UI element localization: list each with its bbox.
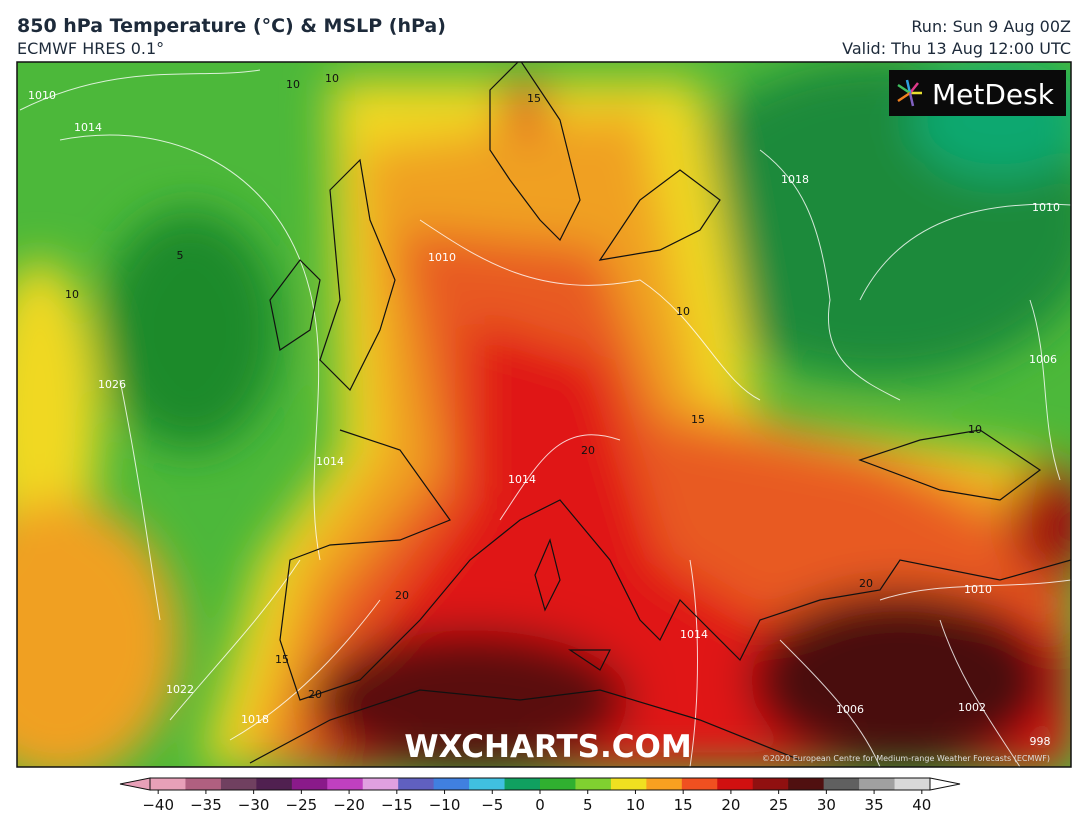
colorbar-swatch [788, 778, 825, 790]
contour-label: 5 [177, 249, 184, 262]
colorbar-tick-label: 10 [626, 796, 645, 814]
colorbar: −40 −35 −30 −25 −20 −15 −10 −5 0 5 10 15 20 25 30 35 40 [119, 777, 961, 814]
colorbar-swatch [540, 778, 576, 790]
colorbar-tick-label: −40 [142, 796, 174, 814]
colorbar-tick-label: 35 [865, 796, 884, 814]
colorbar-low-end [119, 777, 151, 791]
contour-label: 1010 [28, 89, 56, 102]
contour-label: 1014 [74, 121, 102, 134]
contour-label: 1010 [964, 583, 992, 596]
contour-label: 20 [859, 577, 873, 590]
contour-label: 998 [1030, 735, 1051, 748]
colorbar-swatch [717, 778, 754, 790]
contour-label: 20 [308, 688, 322, 701]
colorbar-tick-label: 30 [817, 796, 836, 814]
contour-label: 1018 [781, 173, 809, 186]
contour-label: 1022 [166, 683, 194, 696]
colorbar-swatch [610, 778, 647, 790]
contour-labels: 10 10151010101451010261018101010101015201… [28, 72, 1060, 748]
contour-label: 15 [691, 413, 705, 426]
colorbar-tick-label: 0 [535, 796, 545, 814]
colorbar-swatch [150, 778, 186, 790]
contour-label: 1018 [241, 713, 269, 726]
colorbar-swatch [859, 778, 896, 790]
colorbar-swatch [894, 778, 931, 790]
colorbar-tick-label: −10 [429, 796, 461, 814]
contour-label: 1002 [958, 701, 986, 714]
contour-label: 1014 [316, 455, 344, 468]
contour-label: 10 [968, 423, 982, 436]
colorbar-swatch [327, 778, 364, 790]
colorbar-tick-label: −15 [381, 796, 413, 814]
colorbar-swatch [291, 778, 328, 790]
contour-label: 10 [65, 288, 79, 301]
contour-label: 1010 [428, 251, 456, 264]
map-frame [16, 61, 1072, 768]
colorbar-tick-label: 25 [769, 796, 788, 814]
colorbar-tick-label: −30 [238, 796, 270, 814]
contour-label: 15 [275, 653, 289, 666]
contour-label: 1006 [836, 703, 864, 716]
contour-label: 10 [676, 305, 690, 318]
colorbar-swatch [646, 778, 683, 790]
contour-label: 1006 [1029, 353, 1057, 366]
contour-label: 1014 [680, 628, 708, 641]
colorbar-swatch [433, 778, 470, 790]
temperature-field [17, 62, 1071, 767]
contour-label: 10 [325, 72, 339, 85]
contour-label: 1014 [508, 473, 536, 486]
colorbar-swatch [575, 778, 612, 790]
colorbar-tick-label: −5 [481, 796, 503, 814]
colorbar-tick-label: 5 [583, 796, 593, 814]
colorbar-swatch [220, 778, 257, 790]
copyright: ©2020 European Centre for Medium-range W… [762, 754, 1050, 763]
colorbar-swatch [256, 778, 293, 790]
logo-text: MetDesk [932, 78, 1055, 111]
contour-label: 20 [581, 444, 595, 457]
colorbar-swatch [752, 778, 789, 790]
valid-time: Valid: Thu 13 Aug 12:00 UTC [842, 39, 1071, 58]
colorbar-tick-label: −25 [286, 796, 318, 814]
watermark: WXCHARTS.COM [404, 729, 691, 765]
title: 850 hPa Temperature (°C) & MSLP (hPa) [17, 15, 446, 37]
contour-label: 1026 [98, 378, 126, 391]
contour-label: 1010 [1032, 201, 1060, 214]
coastlines [249, 62, 1071, 764]
contour-label: 15 [527, 92, 541, 105]
subtitle: ECMWF HRES 0.1° [17, 39, 164, 58]
colorbar-high-end [929, 777, 961, 791]
map: 10 10151010101451010261018101010101015201… [17, 62, 1071, 767]
colorbar-swatch [681, 778, 718, 790]
colorbar-swatch [504, 778, 541, 790]
colorbar-tick-label: 20 [721, 796, 740, 814]
colorbar-tick-label: −20 [333, 796, 365, 814]
colorbar-tick-label: 40 [912, 796, 931, 814]
colorbar-swatch [362, 778, 399, 790]
colorbar-swatch [185, 778, 222, 790]
contour-label: 20 [395, 589, 409, 602]
contour-label: 10 [286, 78, 300, 91]
colorbar-swatch [469, 778, 506, 790]
colorbar-swatch [823, 778, 860, 790]
logo-icon [897, 79, 922, 107]
colorbar-tick-label: −35 [190, 796, 222, 814]
run-time: Run: Sun 9 Aug 00Z [911, 17, 1071, 36]
colorbar-swatch [398, 778, 435, 790]
colorbar-tick-label: 15 [674, 796, 693, 814]
